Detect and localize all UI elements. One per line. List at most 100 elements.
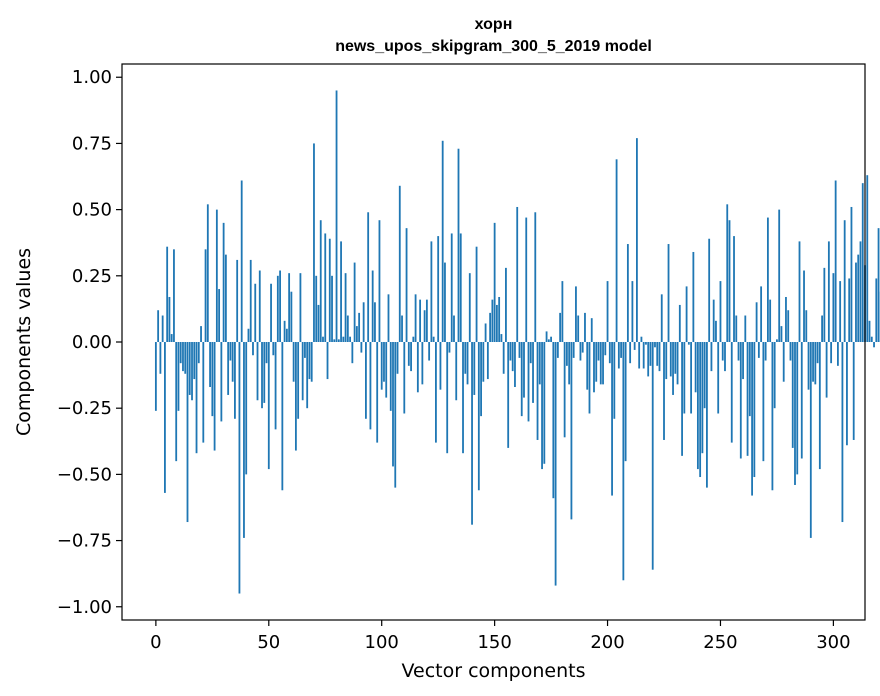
bar — [518, 342, 521, 358]
bar — [837, 342, 839, 366]
bar — [410, 342, 412, 372]
bar — [279, 270, 281, 342]
bar — [624, 342, 627, 462]
bar — [857, 254, 860, 342]
bar — [647, 342, 650, 377]
bar — [843, 220, 846, 342]
bar — [154, 342, 157, 411]
bar — [755, 302, 758, 342]
bar — [575, 286, 577, 342]
bar — [315, 275, 318, 342]
bar — [256, 342, 259, 401]
bar — [669, 342, 672, 377]
bar — [482, 342, 485, 382]
bar — [852, 342, 855, 440]
bar — [193, 342, 196, 380]
bar — [807, 342, 810, 390]
bar — [374, 302, 376, 342]
bar — [855, 262, 857, 342]
bar — [563, 342, 566, 438]
bar — [353, 262, 356, 342]
bar — [186, 342, 189, 523]
bar — [791, 342, 794, 448]
bar — [209, 342, 211, 388]
bar — [877, 228, 880, 342]
bar — [403, 342, 406, 414]
bar — [696, 342, 699, 470]
bar — [584, 312, 586, 342]
bar — [638, 342, 641, 369]
bar — [358, 312, 361, 342]
bar — [437, 236, 440, 342]
bar — [778, 209, 781, 342]
bar — [292, 342, 295, 382]
bar — [581, 342, 584, 353]
bar — [516, 206, 519, 342]
bar — [285, 328, 288, 342]
bar — [543, 342, 546, 464]
bar — [692, 251, 695, 342]
bar — [841, 342, 844, 523]
bar — [380, 342, 383, 390]
bar — [701, 342, 704, 454]
bar — [663, 342, 665, 440]
bar — [274, 342, 277, 430]
bar — [200, 326, 202, 342]
bar — [202, 342, 205, 443]
bar — [263, 342, 266, 403]
bar — [493, 222, 496, 342]
bar — [319, 220, 322, 342]
bar — [299, 273, 302, 342]
bar — [868, 320, 871, 342]
bar — [789, 342, 792, 361]
bar — [477, 342, 480, 491]
bar — [812, 342, 814, 382]
bar — [762, 342, 765, 462]
bar — [834, 180, 837, 342]
bar — [712, 299, 715, 342]
bar — [606, 281, 609, 342]
bar — [611, 342, 613, 496]
bar — [593, 342, 595, 393]
bar — [586, 342, 589, 390]
bar — [602, 342, 604, 385]
bar — [536, 342, 539, 440]
bar — [678, 304, 681, 342]
bar — [617, 342, 620, 369]
bar — [746, 342, 749, 456]
bar — [317, 304, 320, 342]
bar — [559, 312, 562, 342]
bar — [227, 342, 230, 395]
bar — [396, 342, 399, 374]
bar — [346, 315, 349, 342]
bar — [552, 342, 555, 499]
bar — [832, 273, 835, 342]
bar — [579, 342, 582, 361]
bar — [215, 209, 218, 342]
bar — [717, 342, 720, 414]
y-tick-label: −0.50 — [57, 464, 112, 485]
bar — [157, 310, 160, 342]
bar — [640, 336, 643, 342]
bar — [848, 278, 851, 342]
bar — [525, 217, 528, 342]
bar — [349, 336, 351, 342]
bar — [324, 233, 327, 342]
bar — [728, 220, 731, 342]
bar — [873, 342, 875, 348]
bar — [667, 244, 670, 342]
bar — [726, 204, 729, 342]
bar — [304, 342, 306, 358]
x-tick-label: 300 — [816, 632, 850, 653]
bar — [846, 342, 848, 446]
bar — [523, 342, 525, 398]
bar — [674, 342, 677, 374]
bar — [412, 336, 415, 342]
bar — [636, 138, 638, 342]
bar — [825, 342, 828, 398]
chart-title-line1: хорн — [475, 16, 513, 33]
bar — [218, 289, 221, 342]
bar — [505, 267, 507, 342]
bar — [604, 342, 607, 356]
